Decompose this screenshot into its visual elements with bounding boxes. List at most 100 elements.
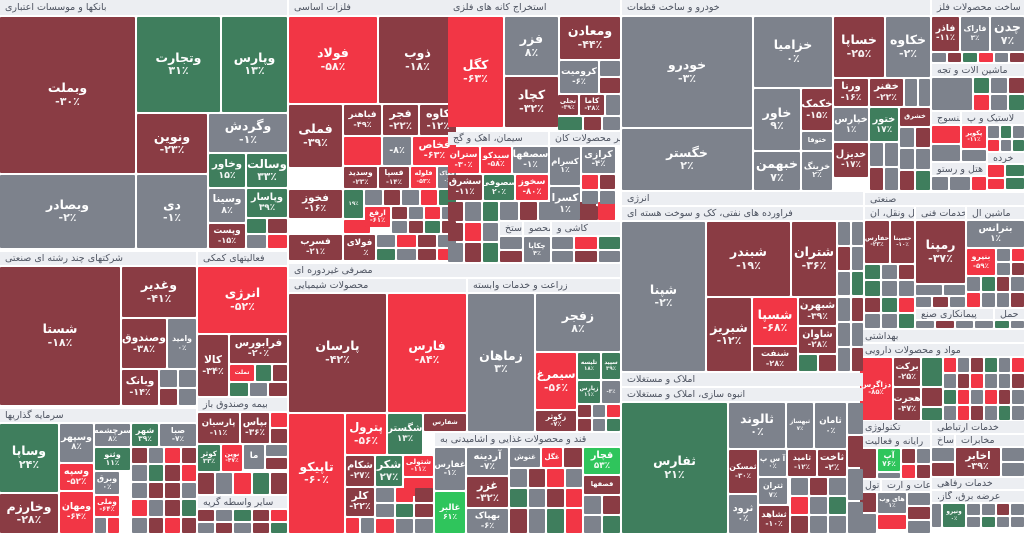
treemap-cell-small[interactable] bbox=[376, 488, 394, 502]
treemap-cell-خشرق[interactable]: خشرق bbox=[900, 108, 930, 126]
section-header[interactable]: خدمات رفاهی bbox=[932, 478, 1024, 489]
treemap-cell-small[interactable] bbox=[160, 370, 177, 387]
treemap-cell-اخابر[interactable]: اخابر -۳۹٪ bbox=[956, 448, 1000, 476]
treemap-cell-small[interactable] bbox=[791, 478, 808, 495]
treemap-cell-small[interactable] bbox=[971, 374, 983, 388]
treemap-cell-small[interactable] bbox=[376, 503, 394, 518]
treemap-cell-small[interactable] bbox=[132, 517, 147, 533]
treemap-cell-small[interactable] bbox=[882, 313, 897, 328]
treemap-cell-ومعادن[interactable]: ومعادن -۴۴٪ bbox=[560, 17, 620, 59]
treemap-cell-تملت[interactable]: تملت bbox=[230, 365, 254, 381]
treemap-cell-small[interactable] bbox=[249, 383, 268, 396]
section-header[interactable]: املاک و مستغلات bbox=[622, 373, 863, 386]
treemap-cell-وصندوق[interactable]: وصندوق -۳۸٪ bbox=[122, 319, 166, 368]
treemap-cell-small[interactable] bbox=[270, 522, 287, 533]
treemap-cell-small[interactable] bbox=[996, 516, 1010, 527]
treemap-cell-small[interactable] bbox=[933, 297, 948, 307]
treemap-cell-زپارس[interactable]: زپارس ۱۱٪ bbox=[578, 381, 600, 403]
treemap-cell-غفارس[interactable]: غفارس -۱٪ bbox=[435, 448, 465, 490]
treemap-cell-ثفارس[interactable]: ثفارس ۲۱٪ bbox=[622, 403, 727, 533]
treemap-cell-small[interactable] bbox=[985, 390, 997, 404]
treemap-cell-شتران[interactable]: شتران -۳۶٪ bbox=[792, 222, 836, 296]
treemap-cell-small[interactable] bbox=[974, 95, 990, 110]
section-header[interactable]: تول bbox=[860, 480, 880, 491]
treemap-cell-small[interactable] bbox=[408, 221, 423, 233]
treemap-cell-دزاگرس[interactable]: دزاگرس -۸۵٪ bbox=[860, 358, 892, 420]
treemap-cell-small[interactable] bbox=[108, 518, 119, 533]
treemap-cell-small[interactable] bbox=[198, 510, 215, 521]
section-header[interactable]: خدمات ارتباطی bbox=[932, 421, 1024, 433]
treemap-cell-small[interactable] bbox=[377, 235, 396, 247]
treemap-cell-small[interactable] bbox=[1010, 321, 1024, 328]
treemap-cell-small[interactable] bbox=[408, 207, 423, 219]
treemap-cell-خزامیا[interactable]: خزامیا ۰٪ bbox=[754, 17, 832, 87]
treemap-cell-small[interactable] bbox=[397, 235, 416, 247]
treemap-cell-small[interactable] bbox=[810, 497, 827, 514]
treemap-cell-small[interactable] bbox=[1008, 95, 1024, 110]
treemap-cell-small[interactable] bbox=[1000, 139, 1012, 151]
treemap-cell-ومهان[interactable]: ومهان -۶۴٪ bbox=[60, 492, 93, 533]
treemap-cell-غالبر[interactable]: غالبر ۶۱٪ bbox=[435, 492, 465, 533]
treemap-cell-بترانس[interactable]: بترانس ۱٪ bbox=[967, 221, 1024, 247]
treemap-cell-small[interactable] bbox=[165, 448, 180, 464]
section-header[interactable]: محصولات شیمیایی bbox=[289, 279, 466, 292]
treemap-cell-ثشاهد[interactable]: ثشاهد -۱۰٪ bbox=[759, 506, 789, 533]
treemap-cell-small[interactable] bbox=[230, 383, 248, 396]
treemap-cell-small[interactable] bbox=[1011, 249, 1024, 261]
treemap-cell-وپاسار[interactable]: وپاسار ۳۹٪ bbox=[247, 189, 287, 217]
treemap-cell-small[interactable] bbox=[917, 449, 930, 463]
treemap-cell-small[interactable] bbox=[955, 321, 974, 328]
treemap-cell-شهر[interactable]: شهر ۳۹٪ bbox=[132, 424, 158, 446]
treemap-cell-small[interactable] bbox=[392, 207, 407, 219]
treemap-cell-small[interactable] bbox=[415, 488, 433, 502]
treemap-cell-small[interactable] bbox=[179, 370, 196, 387]
treemap-cell-small[interactable] bbox=[565, 509, 582, 533]
treemap-cell-small[interactable] bbox=[510, 469, 527, 487]
section-header[interactable]: استخراج کانه های فلزی bbox=[448, 0, 620, 15]
treemap-cell-وامید[interactable]: وامید ۰٪ bbox=[168, 319, 196, 368]
treemap-cell-کوثر[interactable]: کوثر ۳۳٪ bbox=[198, 445, 220, 471]
treemap-cell-small[interactable] bbox=[902, 464, 915, 478]
treemap-cell-small[interactable] bbox=[851, 272, 863, 296]
section-header[interactable]: استخ bbox=[500, 222, 522, 235]
treemap-cell-small[interactable] bbox=[603, 496, 620, 514]
treemap-cell-پارسان[interactable]: پارسان -۴۲٪ bbox=[289, 294, 386, 412]
treemap-cell-small[interactable] bbox=[974, 78, 990, 93]
treemap-cell-ورنا[interactable]: ورنا -۱۶٪ bbox=[834, 79, 868, 106]
treemap-cell-small[interactable] bbox=[575, 250, 597, 262]
treemap-cell-small[interactable] bbox=[944, 406, 956, 420]
treemap-cell-small[interactable] bbox=[1012, 358, 1024, 372]
section-header[interactable]: هتل و رستو bbox=[932, 163, 986, 175]
treemap-cell-small[interactable] bbox=[179, 388, 196, 405]
treemap-cell-small[interactable] bbox=[860, 493, 876, 512]
treemap-cell-small[interactable] bbox=[865, 281, 880, 296]
treemap-cell-small[interactable] bbox=[1010, 53, 1024, 62]
treemap-cell-small[interactable] bbox=[395, 488, 414, 502]
treemap-cell-small[interactable] bbox=[908, 521, 930, 533]
section-header[interactable]: بهداشتی bbox=[860, 330, 1024, 342]
treemap-cell-هرمز[interactable] bbox=[344, 220, 370, 233]
treemap-cell-small[interactable] bbox=[165, 465, 180, 481]
treemap-cell-small[interactable] bbox=[885, 167, 898, 190]
section-header[interactable]: تکنولوژی bbox=[860, 421, 930, 433]
treemap-cell-small[interactable] bbox=[851, 247, 863, 271]
treemap-cell-small[interactable] bbox=[899, 313, 914, 328]
treemap-cell-small[interactable] bbox=[932, 144, 960, 161]
treemap-cell-زفجر[interactable]: زفجر ۸٪ bbox=[536, 294, 620, 351]
section-header[interactable]: حمل bbox=[995, 309, 1024, 319]
treemap-cell-کالا[interactable]: کالا -۳۴٪ bbox=[198, 335, 228, 396]
treemap-cell-ثمسکن[interactable]: ثمسکن -۳۰٪ bbox=[729, 450, 757, 493]
treemap-cell-small[interactable] bbox=[181, 517, 196, 533]
treemap-cell-small[interactable] bbox=[465, 202, 481, 221]
treemap-cell-رمپنا[interactable]: رمپنا -۳۷٪ bbox=[916, 221, 965, 283]
treemap-cell-small[interactable] bbox=[510, 489, 527, 507]
treemap-cell-small[interactable] bbox=[981, 504, 995, 515]
treemap-cell-small[interactable] bbox=[916, 128, 930, 148]
treemap-cell-کلر[interactable]: کلر -۲۲٪ bbox=[346, 488, 374, 516]
treemap-cell-small[interactable] bbox=[592, 405, 606, 417]
treemap-cell-ثامید[interactable]: ثامید -۱۲٪ bbox=[788, 450, 816, 476]
treemap-cell-small[interactable] bbox=[376, 519, 394, 533]
treemap-cell-پترول[interactable]: پترول -۵۶٪ bbox=[346, 414, 386, 454]
treemap-cell-small[interactable] bbox=[271, 413, 287, 427]
treemap-cell-small[interactable] bbox=[902, 449, 915, 463]
